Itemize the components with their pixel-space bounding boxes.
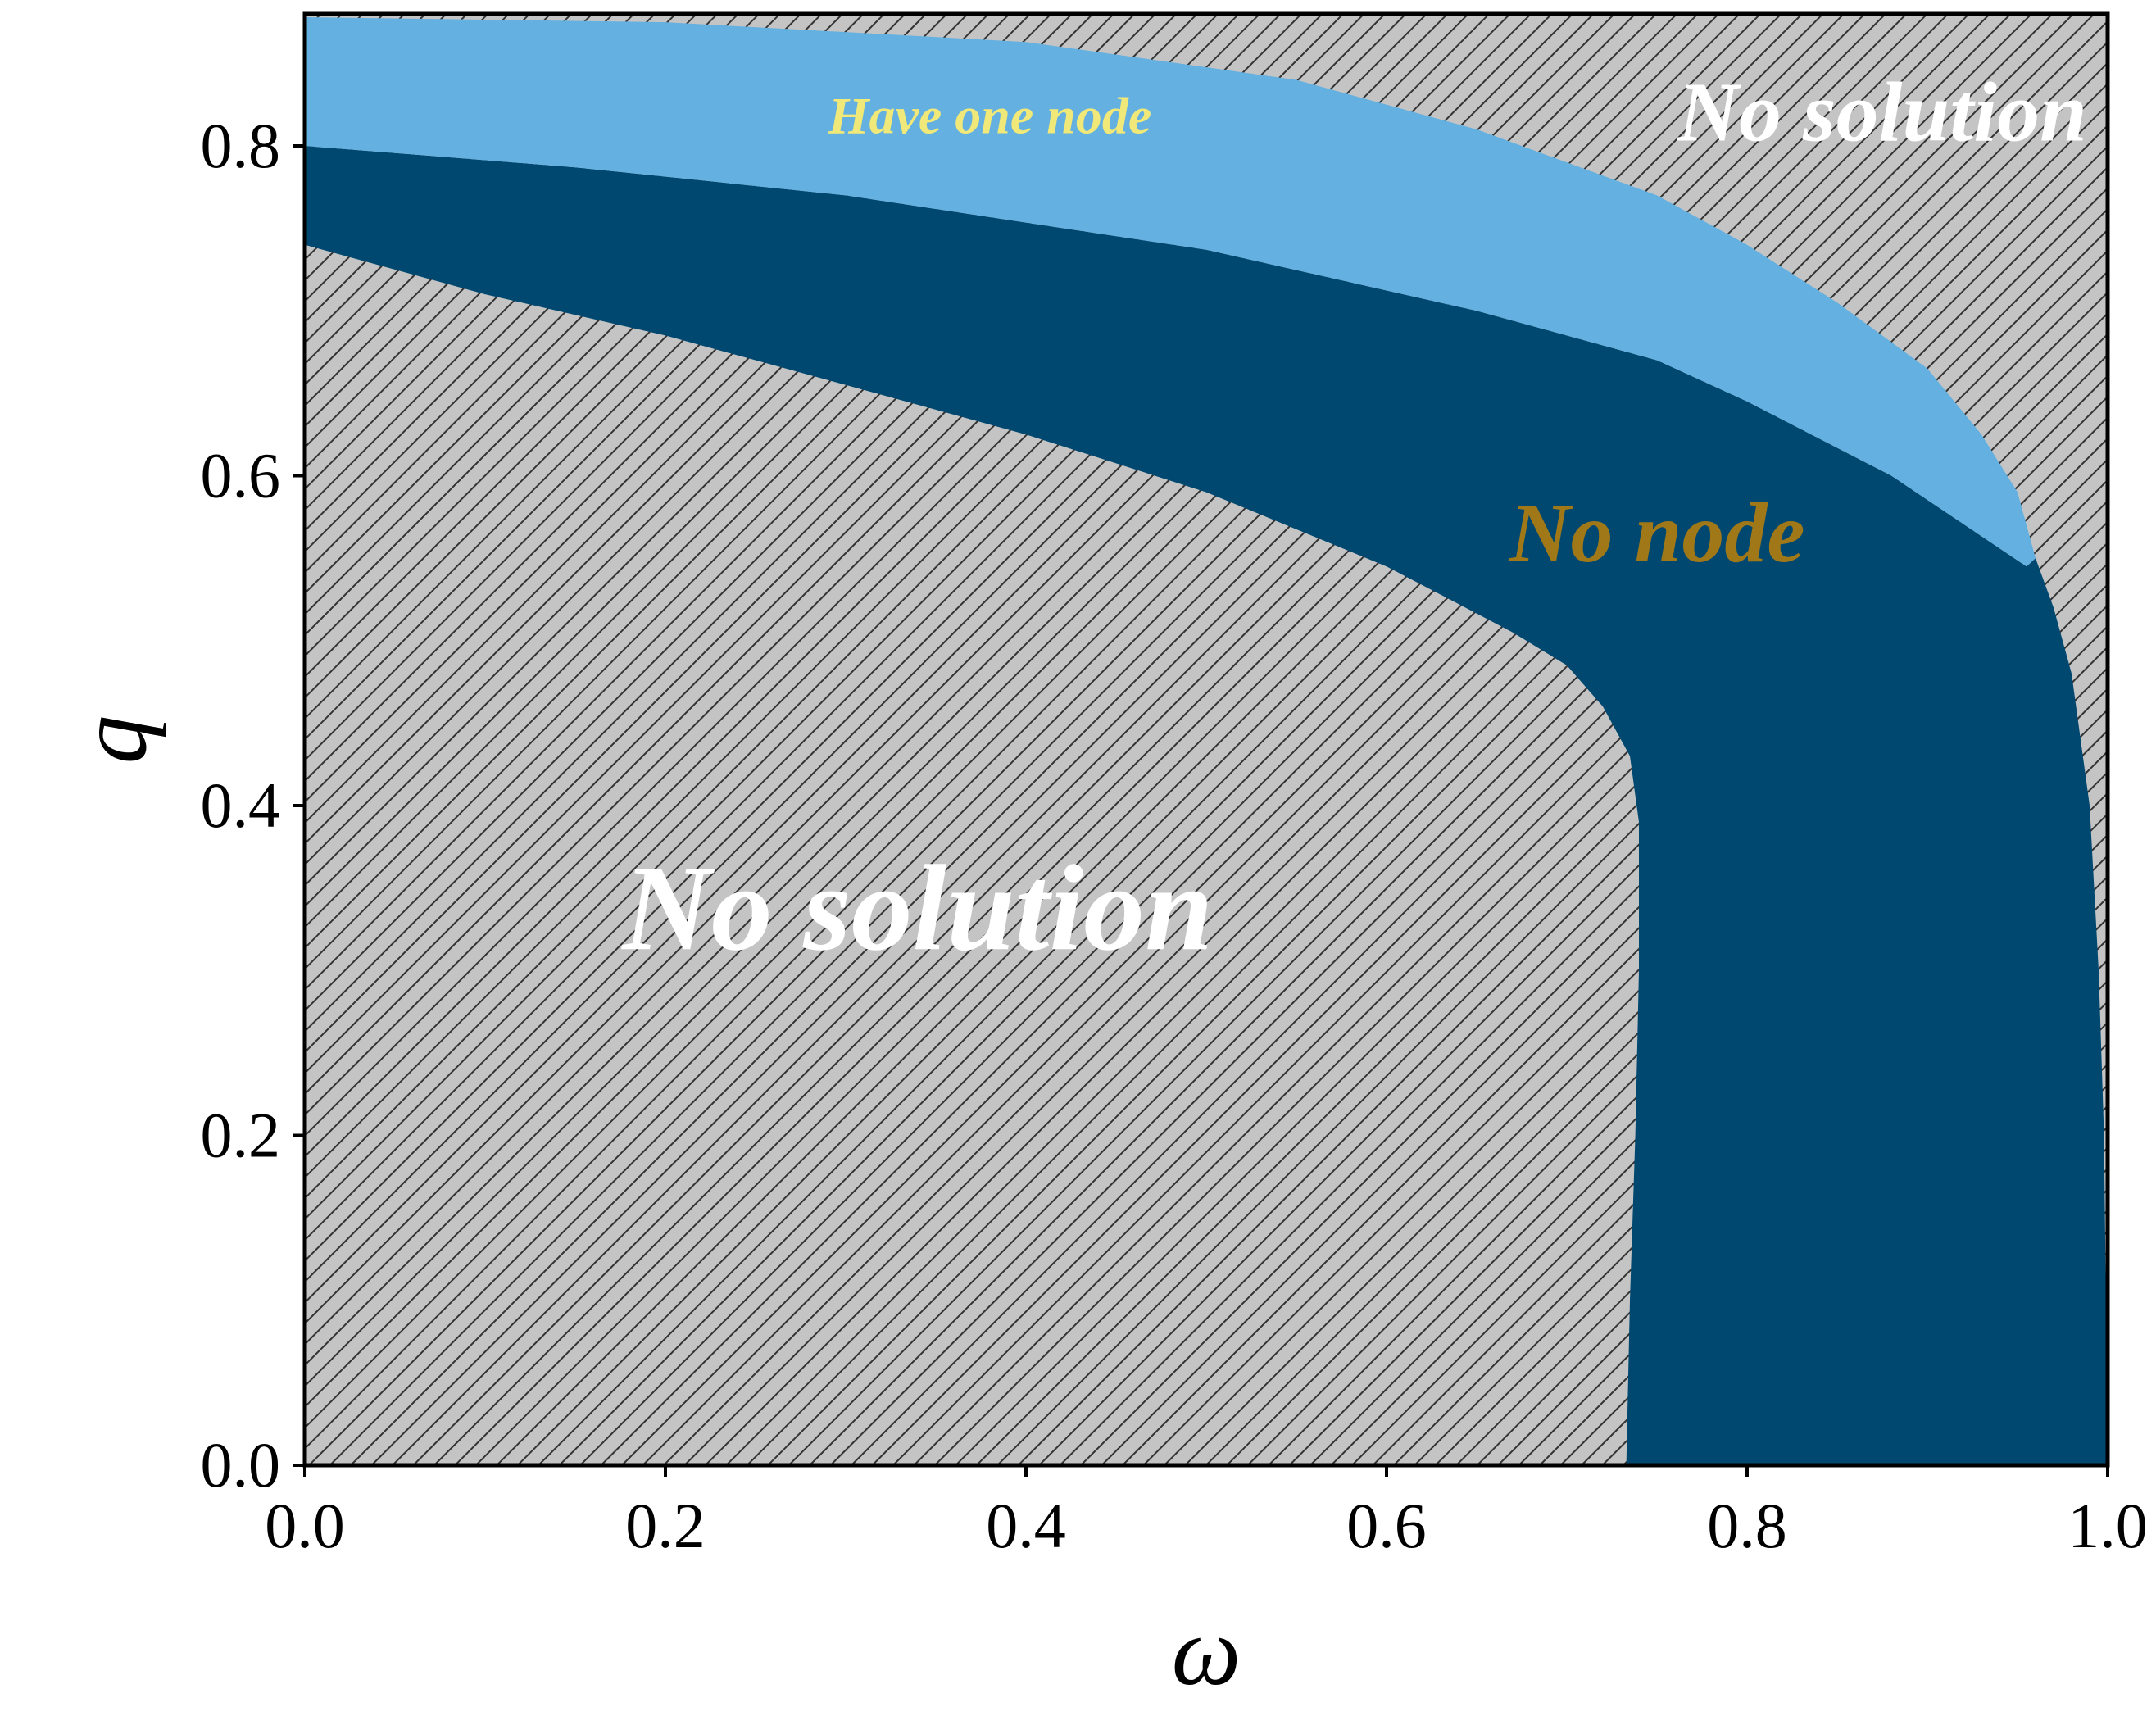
region-label-3: No solution <box>1677 66 2087 160</box>
x-axis-label: ω <box>1172 1596 1241 1705</box>
axes: 0.0 0.2 0.4 0.6 0.8 1.0 0.0 0.2 0.4 0.6 0.8 ω q <box>58 11 2148 1705</box>
x-tick-label-3: 0.6 <box>1346 1490 1427 1561</box>
y-tick-label-4: 0.8 <box>201 110 281 181</box>
region-one-node <box>305 17 2036 567</box>
plot-frame <box>302 11 2110 1468</box>
region-label-0: No solution <box>620 840 1213 976</box>
x-tick-label-0: 0.0 <box>265 1490 345 1561</box>
plot-area <box>305 14 2108 1465</box>
region-label-1: No node <box>1508 486 1804 580</box>
x-tick-label-1: 0.2 <box>625 1490 706 1561</box>
x-tick-label-4: 0.8 <box>1707 1490 1787 1561</box>
region-labels: No solution No node Have one node No soluti… <box>620 66 2087 977</box>
y-axis-label: q <box>58 715 167 765</box>
region-no-node <box>305 146 2108 1465</box>
y-tick-label-2: 0.4 <box>201 769 281 841</box>
x-tick-label-2: 0.4 <box>986 1490 1066 1561</box>
x-tick-label-5: 1.0 <box>2067 1490 2148 1561</box>
y-tick-label-3: 0.6 <box>201 440 281 511</box>
y-tick-label-1: 0.2 <box>201 1100 281 1171</box>
region-label-2: Have one node <box>828 87 1152 145</box>
y-tick-label-0: 0.0 <box>201 1429 281 1500</box>
